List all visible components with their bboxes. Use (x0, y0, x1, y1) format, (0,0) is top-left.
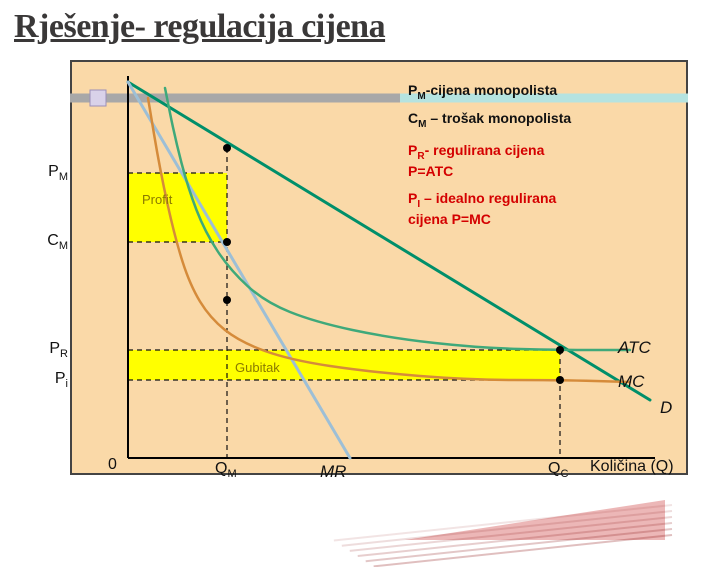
curve-label-MC: MC (618, 372, 644, 392)
x-tick: QC (548, 460, 568, 480)
x-axis-label: Količina (Q) (590, 458, 674, 476)
legend-item: PI – idealno reguliranacijena P=MC (408, 190, 678, 229)
box-label: Gubitak (235, 360, 280, 375)
curve-label-ATC: ATC (618, 338, 651, 358)
x-tick: QM (215, 460, 237, 480)
y-tick-Pi: Pi (30, 370, 68, 390)
legend-item: PR- regulirana cijenaP=ATC (408, 142, 678, 181)
y-tick-Pm: PM (30, 163, 68, 183)
chart-area: PM-cijena monopolista CM – trošak monopol… (30, 60, 690, 490)
y-tick-Pr: PR (30, 340, 68, 360)
legend-item: CM – trošak monopolista (408, 110, 678, 131)
curve-label-D: D (660, 398, 672, 418)
legend-item: PM-cijena monopolista (408, 82, 678, 103)
curve-label-MR: MR (320, 462, 346, 482)
box-label: Profit (142, 192, 172, 207)
y-tick-Cm: CM (30, 232, 68, 252)
page-title: Rješenje- regulacija cijena (14, 8, 385, 46)
origin-label: 0 (108, 456, 117, 474)
